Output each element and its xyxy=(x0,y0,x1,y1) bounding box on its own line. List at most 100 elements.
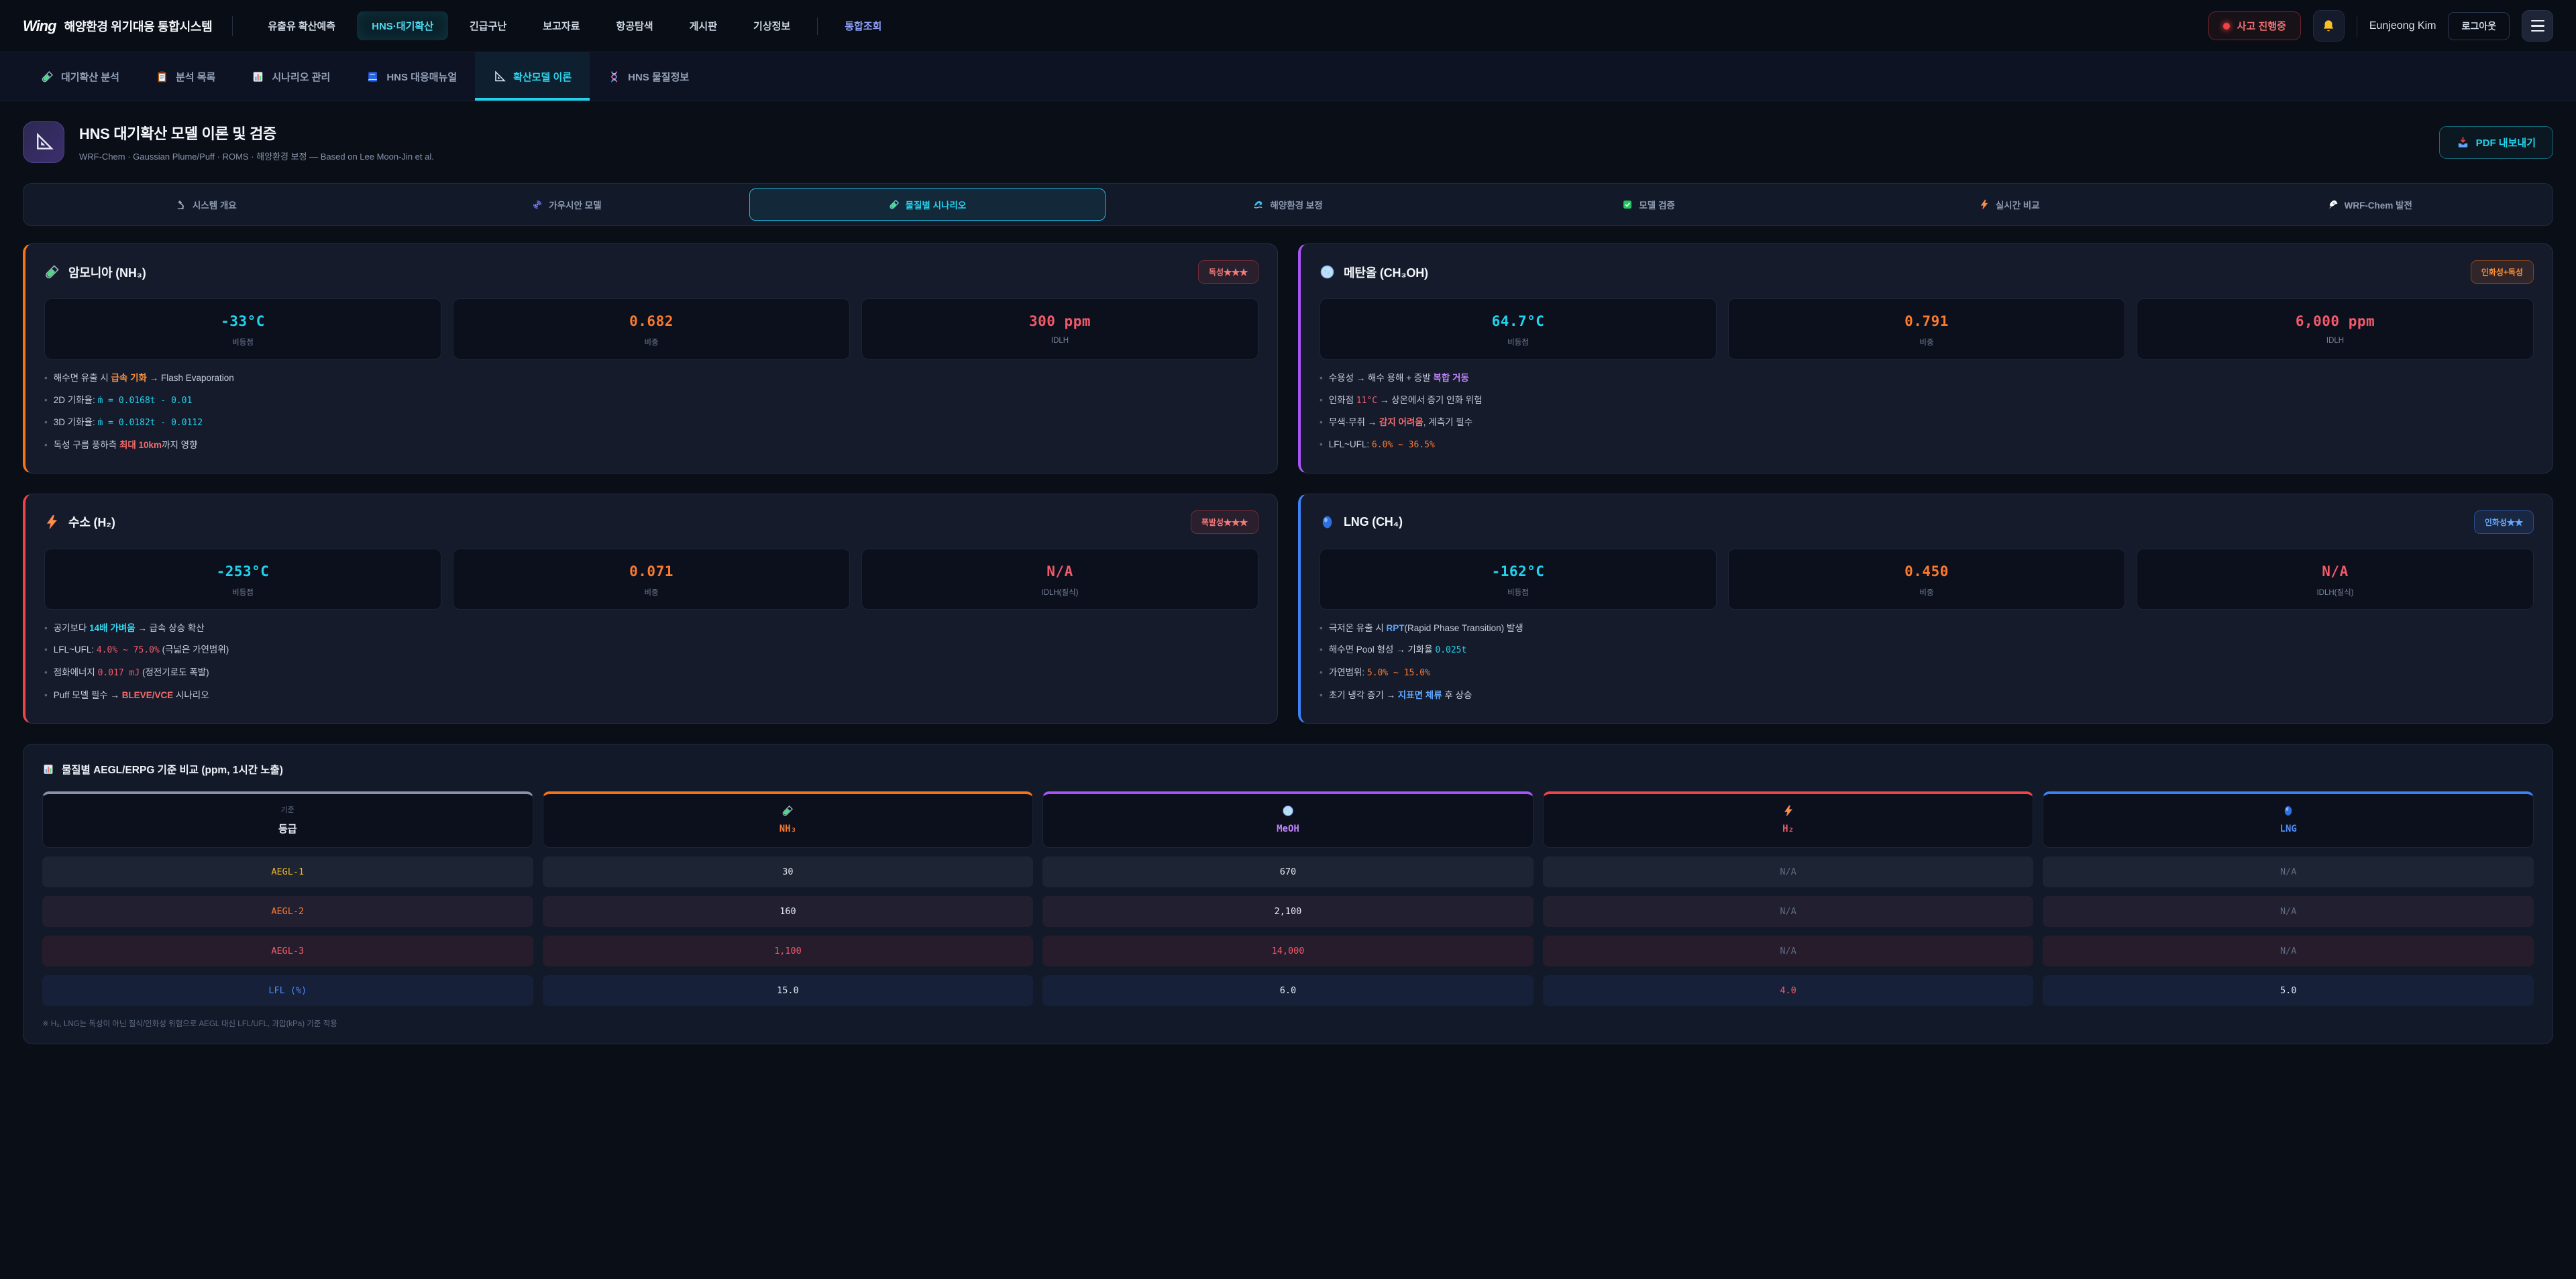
tab-wrf-chem[interactable]: WRF-Chem 발전 xyxy=(2192,188,2548,221)
nav-item-aerial-search[interactable]: 항공탐색 xyxy=(601,11,667,40)
nav-item-board[interactable]: 게시판 xyxy=(675,11,732,40)
page-icon-box xyxy=(23,121,64,163)
pdf-export-button[interactable]: PDF 내보내기 xyxy=(2439,126,2553,159)
table-cell: N/A xyxy=(2043,896,2534,927)
bullet-item: 독성 구름 풍하측 최대 10km까지 영향 xyxy=(44,439,1258,452)
subnav-item-analysis-list[interactable]: 분석 목록 xyxy=(138,52,233,101)
clipboard-icon xyxy=(156,70,168,83)
table-cell: N/A xyxy=(2043,936,2534,966)
nav-item-oil-spill[interactable]: 유출유 확산예측 xyxy=(253,11,350,40)
bullet-item: 극저온 유출 시 RPT(Rapid Phase Transition) 발생 xyxy=(1320,622,2534,635)
hamburger-icon xyxy=(2531,20,2544,22)
stat-boiling-point: 64.7°C비등점 xyxy=(1320,298,1717,359)
subnav-item-hns-substance-info[interactable]: HNS 물질정보 xyxy=(590,52,707,101)
stat-specific-gravity: 0.791비중 xyxy=(1728,298,2125,359)
table-cell: 2,100 xyxy=(1042,896,1534,927)
blue-sphere-icon xyxy=(1320,514,1335,530)
stat-specific-gravity: 0.450비중 xyxy=(1728,549,2125,610)
stat-idlh: 300 ppmIDLH xyxy=(861,298,1258,359)
chemical-name: LNG (CH₄) xyxy=(1344,515,1403,529)
tab-model-validation[interactable]: 모델 검증 xyxy=(1470,188,1827,221)
tab-substance-scenarios[interactable]: 물질별 시나리오 xyxy=(749,188,1106,221)
table-cell: 1,100 xyxy=(543,936,1034,966)
set-square-icon xyxy=(493,70,506,83)
table-cell: 30 xyxy=(543,856,1034,887)
test-tube-icon xyxy=(782,805,794,817)
tab-gaussian-model[interactable]: 가우시안 모델 xyxy=(389,188,745,221)
bullet-item: 인화점 11°C → 상온에서 증기 인화 위험 xyxy=(1320,394,2534,408)
logout-button[interactable]: 로그아웃 xyxy=(2448,12,2510,40)
bullet-item: 3D 기화율: ṁ = 0.0182t - 0.0112 xyxy=(44,416,1258,430)
column-header-lng: LNG xyxy=(2043,791,2534,848)
stat-specific-gravity: 0.682비중 xyxy=(453,298,850,359)
stat-idlh: 6,000 ppmIDLH xyxy=(2137,298,2534,359)
nav-item-reports[interactable]: 보고자료 xyxy=(528,11,594,40)
page-subtitle: WRF-Chem · Gaussian Plume/Puff · ROMS · … xyxy=(79,150,434,162)
bullet-list: 수용성 → 해수 용해 + 증발 복합 거동 인화점 11°C → 상온에서 증… xyxy=(1320,372,2534,452)
download-tray-icon xyxy=(2457,136,2469,149)
table-cell: 5.0 xyxy=(2043,975,2534,1006)
test-tube-icon xyxy=(44,264,60,280)
stat-idlh: N/AIDLH(질식) xyxy=(861,549,1258,610)
divider xyxy=(817,17,818,35)
incident-status-badge[interactable]: 사고 진행중 xyxy=(2208,11,2301,40)
test-tube-icon xyxy=(41,70,54,83)
table-cell: 670 xyxy=(1042,856,1534,887)
set-square-icon xyxy=(34,132,54,152)
petri-dish-icon xyxy=(1320,264,1335,280)
divider xyxy=(232,16,233,36)
column-header-h2: H₂ xyxy=(1543,791,2034,848)
nav-item-integrated-search[interactable]: 통합조회 xyxy=(830,11,896,40)
nav-item-hns-dispersion[interactable]: HNS·대기확산 xyxy=(357,11,448,40)
lightning-icon xyxy=(1979,199,1990,210)
tab-marine-correction[interactable]: 해양환경 보정 xyxy=(1110,188,1466,221)
test-tube-icon xyxy=(889,199,900,210)
hazard-badge: 인화성★★ xyxy=(2474,510,2534,534)
bullet-item: 초기 냉각 증기 → 지표면 체류 후 상승 xyxy=(1320,689,2534,702)
bullet-item: 해수면 Pool 형성 → 기화율 0.025t xyxy=(1320,643,2534,657)
subnav-item-model-theory[interactable]: 확산모델 이론 xyxy=(475,52,590,101)
chemical-card-methanol: 메탄올 (CH₃OH) 인화성+독성 64.7°C비등점 0.791비중 6,0… xyxy=(1298,243,2553,474)
bullet-list: 해수면 유출 시 급속 기화 → Flash Evaporation 2D 기화… xyxy=(44,372,1258,452)
stat-boiling-point: -162°C비등점 xyxy=(1320,549,1717,610)
column-header-nh3: NH₃ xyxy=(543,791,1034,848)
table-cell: N/A xyxy=(2043,856,2534,887)
table-title: 물질별 AEGL/ERPG 기준 비교 (ppm, 1시간 노출) xyxy=(42,762,2534,777)
table-cell: 15.0 xyxy=(543,975,1034,1006)
subnav-item-dispersion-analysis[interactable]: 대기확산 분석 xyxy=(23,52,138,101)
nav-item-weather[interactable]: 기상정보 xyxy=(739,11,805,40)
incident-status-label: 사고 진행중 xyxy=(2237,19,2286,33)
bar-chart-icon xyxy=(42,763,54,775)
subnav-item-scenario-management[interactable]: 시나리오 관리 xyxy=(233,52,348,101)
stat-idlh: N/AIDLH(질식) xyxy=(2137,549,2534,610)
lightning-icon xyxy=(1782,805,1794,817)
book-icon xyxy=(366,70,379,83)
chemical-name: 암모니아 (NH₃) xyxy=(68,264,146,281)
chemical-card-lng: LNG (CH₄) 인화성★★ -162°C비등점 0.450비중 N/AIDL… xyxy=(1298,494,2553,724)
notifications-button[interactable] xyxy=(2313,10,2345,42)
subnav-item-hns-manual[interactable]: HNS 대응매뉴얼 xyxy=(348,52,475,101)
main-nav: 유출유 확산예측 HNS·대기확산 긴급구난 보고자료 항공탐색 게시판 기상정… xyxy=(253,11,896,40)
cyclone-icon xyxy=(532,199,543,210)
table-footnote: ※ H₂, LNG는 독성이 아닌 질식/인화성 위험으로 AEGL 대신 LF… xyxy=(42,1018,2534,1029)
brand-logo: Wing xyxy=(23,17,56,35)
menu-button[interactable] xyxy=(2522,10,2553,42)
table-cell: N/A xyxy=(1543,936,2034,966)
chemical-name: 수소 (H₂) xyxy=(68,513,115,531)
chemical-card-ammonia: 암모니아 (NH₃) 독성★★★ -33°C비등점 0.682비중 300 pp… xyxy=(23,243,1278,474)
wave-icon xyxy=(1253,199,1264,210)
tab-realtime-comparison[interactable]: 실시간 비교 xyxy=(1831,188,2188,221)
stat-boiling-point: -253°C비등점 xyxy=(44,549,441,610)
bullet-item: 2D 기화율: ṁ = 0.0168t - 0.01 xyxy=(44,394,1258,408)
brand[interactable]: Wing 해양환경 위기대응 통합시스템 xyxy=(23,17,212,35)
bullet-item: LFL~UFL: 6.0% ~ 36.5% xyxy=(1320,438,2534,452)
chemical-name: 메탄올 (CH₃OH) xyxy=(1344,264,1428,281)
bullet-list: 공기보다 14배 가벼움 → 급속 상승 확산 LFL~UFL: 4.0% ~ … xyxy=(44,622,1258,702)
section-tabbar: 시스템 개요 가우시안 모델 물질별 시나리오 해양환경 보정 모델 검증 실시… xyxy=(23,183,2553,226)
check-icon xyxy=(1622,199,1633,210)
table-cell: 14,000 xyxy=(1042,936,1534,966)
table-cell: 160 xyxy=(543,896,1034,927)
tab-system-overview[interactable]: 시스템 개요 xyxy=(28,188,384,221)
lightning-icon xyxy=(44,514,60,530)
nav-item-emergency-rescue[interactable]: 긴급구난 xyxy=(455,11,521,40)
